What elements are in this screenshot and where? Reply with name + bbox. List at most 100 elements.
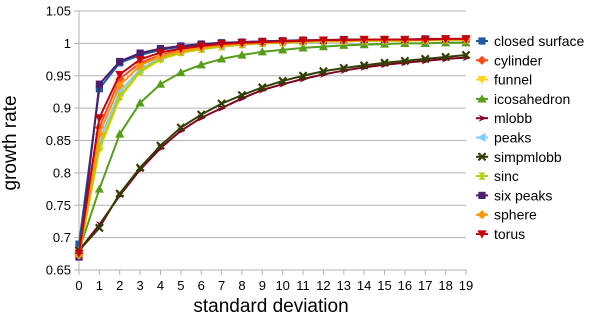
x-tick-label: 2 (116, 278, 123, 293)
data-point (237, 50, 247, 59)
x-tick-label: 7 (218, 278, 225, 293)
legend-label: closed surface (494, 33, 584, 49)
data-point (94, 223, 104, 233)
legend-item: cylinder (476, 52, 543, 68)
legend-label: simpmlobb (494, 149, 562, 165)
data-point (278, 45, 288, 54)
data-point (115, 129, 125, 138)
x-tick-label: 10 (275, 278, 289, 293)
data-point (318, 36, 329, 45)
legend-item: six peaks (476, 187, 552, 203)
legend-item: sinc (476, 168, 519, 184)
data-point (478, 37, 486, 45)
data-point (478, 114, 487, 122)
x-tick-label: 9 (259, 278, 266, 293)
legend-label: funnel (494, 72, 532, 88)
data-point (420, 54, 430, 64)
data-point (136, 49, 144, 57)
data-point (135, 163, 145, 173)
data-point (257, 83, 267, 92)
data-point (217, 99, 226, 108)
x-tick-label: 11 (296, 278, 310, 293)
y-tick-label: 0.8 (53, 165, 71, 180)
data-point (216, 54, 227, 63)
y-tick-label: 0.9 (53, 101, 71, 116)
y-tick-labels: 0.65 0.7 0.75 0.8 0.85 0.9 0.95 1 1.05 (46, 4, 71, 278)
legend-label: icosahedron (494, 91, 570, 107)
data-point (196, 110, 206, 119)
series-line (78, 37, 466, 254)
x-tick-label: 1 (96, 278, 103, 293)
data-point (477, 94, 487, 103)
legend-label: sinc (494, 168, 519, 184)
y-tick-label: 1 (64, 36, 71, 51)
data-point (94, 114, 104, 123)
legend-label: torus (494, 226, 525, 242)
data-point (115, 189, 125, 198)
x-tick-label: 4 (157, 278, 164, 293)
data-point (135, 60, 145, 70)
x-tick-label: 16 (398, 278, 412, 293)
y-tick-label: 0.85 (46, 133, 71, 148)
data-point (74, 249, 84, 258)
x-tick-label: 0 (75, 278, 82, 293)
data-point (156, 141, 165, 151)
legend-label: mlobb (494, 110, 532, 126)
data-point (379, 35, 390, 45)
data-point (461, 35, 471, 44)
data-point (176, 44, 186, 54)
data-point (477, 55, 487, 65)
data-point (135, 98, 145, 107)
series-line (78, 54, 467, 252)
y-tick-label: 0.75 (46, 198, 71, 213)
plot-area (74, 34, 471, 261)
x-tick-label: 14 (357, 278, 371, 293)
x-tick-label: 19 (459, 278, 473, 293)
y-axis-title: growth rate (0, 95, 21, 190)
data-point (95, 143, 103, 151)
legend: closed surface cylinder funnel icosahedron m… (476, 33, 584, 242)
legend-label: cylinder (494, 52, 543, 68)
data-point (216, 40, 227, 49)
x-tick-label: 12 (316, 278, 330, 293)
data-point (478, 172, 486, 180)
series-torus (74, 35, 471, 258)
legend-label: sphere (494, 207, 537, 223)
x-tick-label: 6 (198, 278, 205, 293)
data-point (237, 39, 247, 48)
data-point (420, 35, 430, 45)
data-point (75, 240, 83, 248)
data-point (155, 79, 166, 88)
data-point (339, 36, 349, 45)
data-point (94, 184, 104, 193)
legend-item: sphere (476, 207, 537, 223)
data-point (115, 70, 125, 80)
data-point (156, 44, 165, 53)
data-point (477, 132, 486, 143)
series-six-peaks (75, 35, 470, 261)
legend-label: peaks (494, 130, 531, 146)
data-point (400, 35, 410, 45)
data-point (380, 58, 389, 68)
legend-item: icosahedron (476, 91, 570, 107)
data-point (115, 80, 125, 91)
legend-item: torus (476, 226, 525, 242)
data-point (196, 60, 206, 69)
data-point (339, 63, 349, 73)
legend-item: peaks (476, 130, 531, 146)
y-tick-label: 0.7 (53, 230, 71, 245)
series-line (78, 41, 466, 251)
series-line (78, 39, 466, 255)
x-tick-label: 3 (136, 278, 143, 293)
data-point (319, 66, 328, 76)
data-point (135, 55, 145, 65)
data-point (278, 37, 288, 47)
legend-item: closed surface (476, 33, 584, 49)
data-point (318, 42, 329, 51)
data-point (237, 90, 247, 100)
gridlines (79, 10, 466, 271)
data-point (400, 56, 410, 66)
data-point (441, 52, 451, 62)
axes (74, 10, 467, 275)
x-tick-label: 13 (337, 278, 351, 293)
